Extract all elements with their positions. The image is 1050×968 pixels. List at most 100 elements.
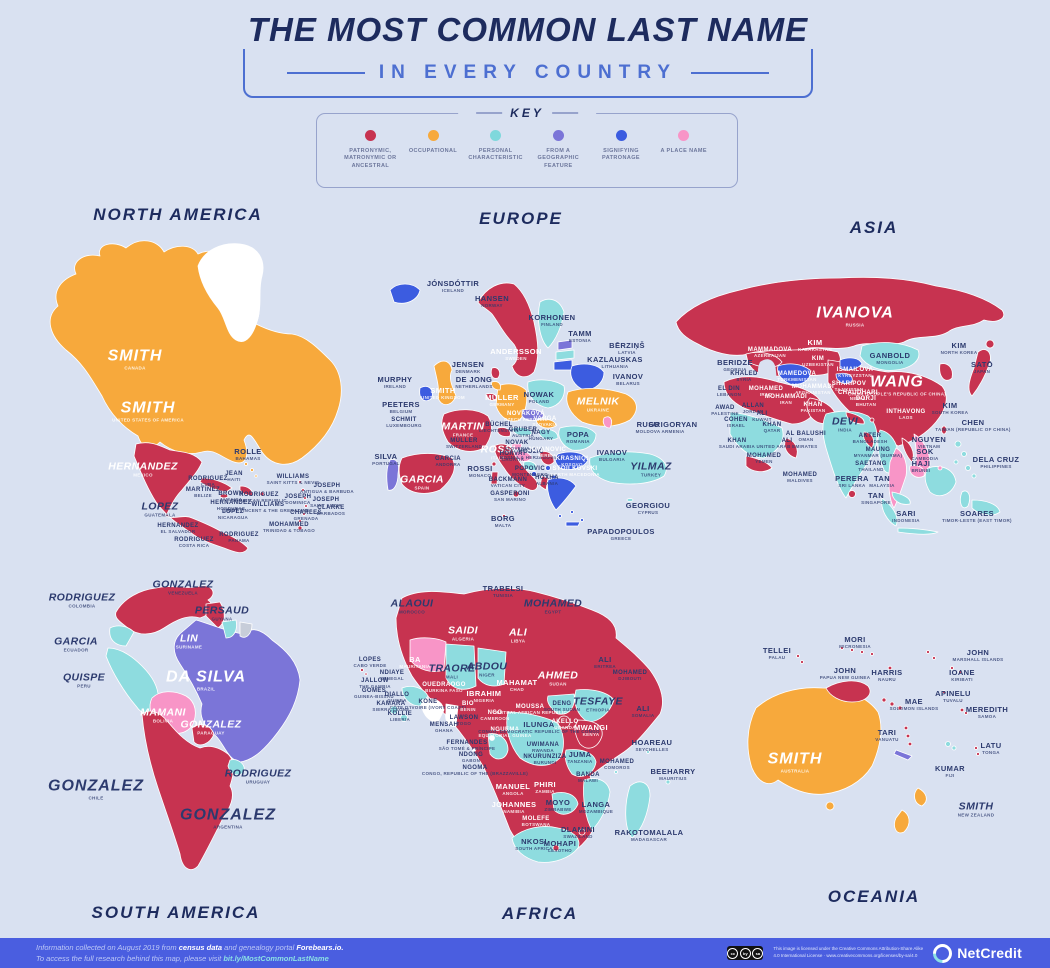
country-label-uzbekistan: KIM UZBEKISTAN	[802, 355, 834, 368]
legend-label: PATRONYMIC, MATRONYMIC OR ANCESTRAL	[344, 148, 397, 169]
country-label-italy: ROSSI ITALY	[480, 443, 516, 461]
country-label-netherlands: DE JONG NETHERLANDS	[455, 375, 493, 390]
country-label-iran: MOHAMMADI IRAN	[764, 393, 808, 406]
title-box: THE MOST COMMON LAST NAME IN EVERY COUNT…	[233, 11, 823, 98]
slovakia-shape	[535, 418, 557, 429]
country-label-india: DEVI INDIA	[831, 415, 859, 433]
tajikistan-shape	[835, 372, 853, 384]
country-label-venezuela: GONZALEZ VENEZUELA	[152, 578, 214, 596]
country-label-burkina-faso: OUEDRAOGO BURKINA FASO	[422, 681, 466, 694]
jamaica-shape	[219, 493, 229, 499]
country-label-kazakhstan: KIM KAZAKHSTAN	[798, 338, 832, 353]
country-label-belgium: PEETERS BELGIUM	[382, 400, 420, 415]
country-label-qatar: KHAN QATAR	[762, 421, 782, 434]
hungary-shape	[537, 428, 559, 441]
legend-dot-icon	[427, 130, 439, 141]
footer-research-link[interactable]: bit.ly/MostCommonLastName	[223, 954, 329, 963]
oceania-map	[747, 646, 980, 834]
country-label-maldives: MOHAMED MALDIVES	[782, 471, 818, 484]
brazil-shape	[173, 619, 301, 763]
country-label-latvia: BĒRZIŅŠ LATVIA	[609, 341, 645, 356]
belgium-shape	[485, 393, 497, 401]
java-shape	[897, 527, 939, 535]
hispaniola-shape	[239, 485, 253, 497]
footer-bold-census: census data	[178, 942, 223, 952]
netcredit-logo-text: NetCredit	[957, 945, 1022, 961]
country-label-lebanon: EL DIN LEBANON	[716, 385, 742, 398]
country-label-iceland: JÓNSDÓTTIR ICELAND	[426, 279, 480, 294]
country-label-angola: MANUEL ANGOLA	[495, 782, 531, 797]
brunei-shape	[937, 465, 943, 471]
country-label-myanmar-burma-: MAUNG MYANMAR (BURMA)	[853, 446, 903, 459]
country-label-monaco: ROSSI MONACO	[467, 464, 493, 479]
country-label-uganda: AKELLO UGANDA	[551, 718, 579, 731]
country-label-swaziland: DLAMINI SWAZILAND	[560, 825, 596, 840]
slovenia-shape	[511, 443, 523, 451]
country-label-central-african-republic: MOUSSA CENTRAL AFRICAN REPUBLIC	[492, 703, 568, 716]
country-label-turkey: YILMAZ TURKEY	[630, 460, 672, 478]
lesotho-shape	[552, 844, 560, 852]
country-label-lesotho: MOHAPI LESOTHO	[543, 839, 577, 854]
country-label-nicaragua: LOPEZ NICARAGUA	[217, 508, 249, 521]
greenland-shape	[197, 243, 264, 342]
country-label-spain: GARCIA SPAIN	[400, 473, 444, 491]
country-label-congo-republic-of-the-brazzaville-: NGOMA CONGO, REPUBLIC OF THE (BRAZZAVILLE…	[421, 764, 529, 777]
country-label-malaysia: TAN MALAYSIA	[869, 474, 895, 489]
country-label-singapore: TAN SINGAPORE	[861, 491, 891, 506]
country-label-portugal: SILVA PORTUGAL	[372, 452, 400, 467]
europe-map	[386, 282, 667, 527]
cyprus-shape	[626, 498, 634, 502]
country-label-vietnam: NGUYEN VIETNAM	[911, 435, 947, 450]
country-label-china-people-s-republic-of-china-: WANG CHINA (PEOPLE'S REPUBLIC OF CHINA)	[847, 373, 947, 397]
country-label-malawi: BANDA MALAWI	[576, 771, 600, 784]
country-label-marshall-islands: JOHN MARSHALL ISLANDS	[952, 648, 1004, 663]
country-label-new-zealand: SMITH NEW ZEALAND	[957, 800, 995, 818]
country-label-bhutan: DORJI BHUTAN	[855, 395, 877, 408]
france-shape	[441, 409, 492, 452]
country-label-algeria: SAIDI ALGERIA	[447, 624, 479, 642]
niger-shape	[477, 647, 507, 687]
mali-shape	[445, 643, 477, 690]
country-label-el-salvador: HERNANDEZ EL SALVADOR	[157, 522, 199, 535]
country-label-azerbaijan: MAMMADOVA AZERBAIJAN	[747, 346, 793, 359]
legend-box: KEY PATRONYMIC, MATRONYMIC OR ANCESTRAL O…	[316, 106, 738, 188]
legend-dot-icon	[490, 130, 502, 141]
country-label-eritrea: ALI ERITREA	[594, 655, 616, 670]
fiji-shape	[945, 741, 951, 747]
italy-shape	[493, 443, 538, 491]
country-label-chile: GONZALEZ CHILE	[48, 777, 144, 801]
country-label-mongolia: GANBOLD MONGOLIA	[869, 351, 911, 366]
continent-title-south-america: SOUTH AMERICA	[91, 903, 261, 922]
mexico-central-america-shape	[133, 442, 249, 553]
country-label-jamaica: BROWN JAMAICA	[218, 490, 244, 503]
country-label-panama: RODRIGUEZ PANAMA	[219, 531, 259, 544]
country-label-switzerland: MÜLLER SWITZERLAND	[445, 437, 483, 450]
country-label-saint-kitts-nevis: WILLIAMS SAINT KITTS & NEVIS	[266, 473, 320, 486]
south-africa-shape	[511, 826, 580, 863]
country-label-yemen: MOHAMED YEMEN	[746, 452, 782, 465]
country-label-togo: LAWSON TOGO	[449, 714, 479, 727]
sierra-leone-shape	[389, 705, 399, 715]
page-subtitle: IN EVERY COUNTRY	[378, 62, 678, 83]
license-text: This image is licensed under the Creativ…	[773, 946, 924, 958]
country-label-bahamas: ROLLE BAHAMAS	[234, 447, 262, 462]
country-label-slovakia: VARGA SLOVAKIA	[532, 415, 558, 428]
country-label-syria: KHALED SYRIA	[730, 370, 758, 383]
legend-title: KEY	[458, 106, 596, 120]
legend-label: OCCUPATIONAL	[408, 148, 458, 154]
cote-divoire-shape	[421, 698, 445, 723]
bangladesh-shape	[863, 431, 874, 449]
kyrgyzstan-shape	[839, 357, 863, 371]
country-label-serbia: JOVANOVIĆ SERBIA	[527, 446, 567, 459]
country-label-zimbabwe: MOYO ZIMBABWE	[544, 798, 572, 813]
mozambique-shape	[583, 778, 611, 831]
legend-dot-icon	[552, 130, 564, 141]
country-label-pakistan: KHAN PAKISTAN	[800, 401, 826, 414]
country-label-estonia: TAMM ESTONIA	[568, 329, 592, 344]
country-label-austria: GRUBER AUSTRIA	[508, 426, 538, 439]
country-label-greece: PAPADOPOULOS GREECE	[587, 527, 655, 542]
country-label-cameroon: NGO CAMEROON	[480, 709, 510, 722]
country-label-morocco: ALAOUI MOROCCO	[390, 597, 434, 615]
iceland-shape	[389, 283, 421, 304]
